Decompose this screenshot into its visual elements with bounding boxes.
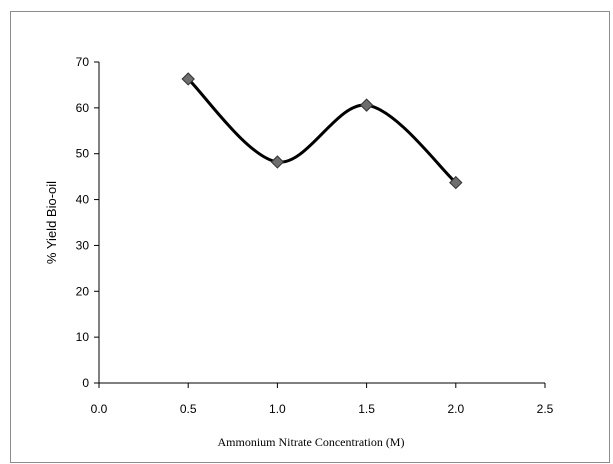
x-tick-label: 1.5 [358, 402, 375, 416]
chart-frame [10, 11, 610, 463]
data-point-diamond [359, 98, 374, 112]
series-group [181, 72, 463, 190]
y-tick-label: 70 [76, 55, 90, 69]
axes [98, 62, 545, 384]
data-point-diamond [181, 72, 195, 86]
x-axis-label: Ammonium Nitrate Concentration (M) [218, 435, 405, 449]
x-tick-label: 1.0 [269, 402, 286, 416]
x-tick-label: 0.5 [180, 402, 197, 416]
y-tick-label: 10 [76, 330, 90, 344]
y-axis-label: % Yield Bio-oil [44, 181, 59, 264]
x-tick-label: 0.0 [91, 402, 108, 416]
data-point-diamond [449, 175, 463, 190]
x-tick-label: 2.0 [447, 402, 464, 416]
x-ticks: 0.0 0.5 1.0 1.5 2.0 2.5 [91, 383, 554, 416]
y-tick-label: 40 [76, 193, 90, 207]
y-tick-label: 60 [76, 101, 90, 115]
x-tick-label: 2.5 [537, 402, 554, 416]
series-line [187, 77, 457, 184]
y-tick-label: 20 [76, 284, 90, 298]
data-point-diamond [270, 155, 285, 169]
y-tick-label: 30 [76, 238, 90, 252]
y-ticks: 0 10 20 30 40 50 60 70 [76, 55, 99, 390]
y-tick-label: 50 [76, 147, 90, 161]
y-tick-label: 0 [82, 376, 89, 390]
